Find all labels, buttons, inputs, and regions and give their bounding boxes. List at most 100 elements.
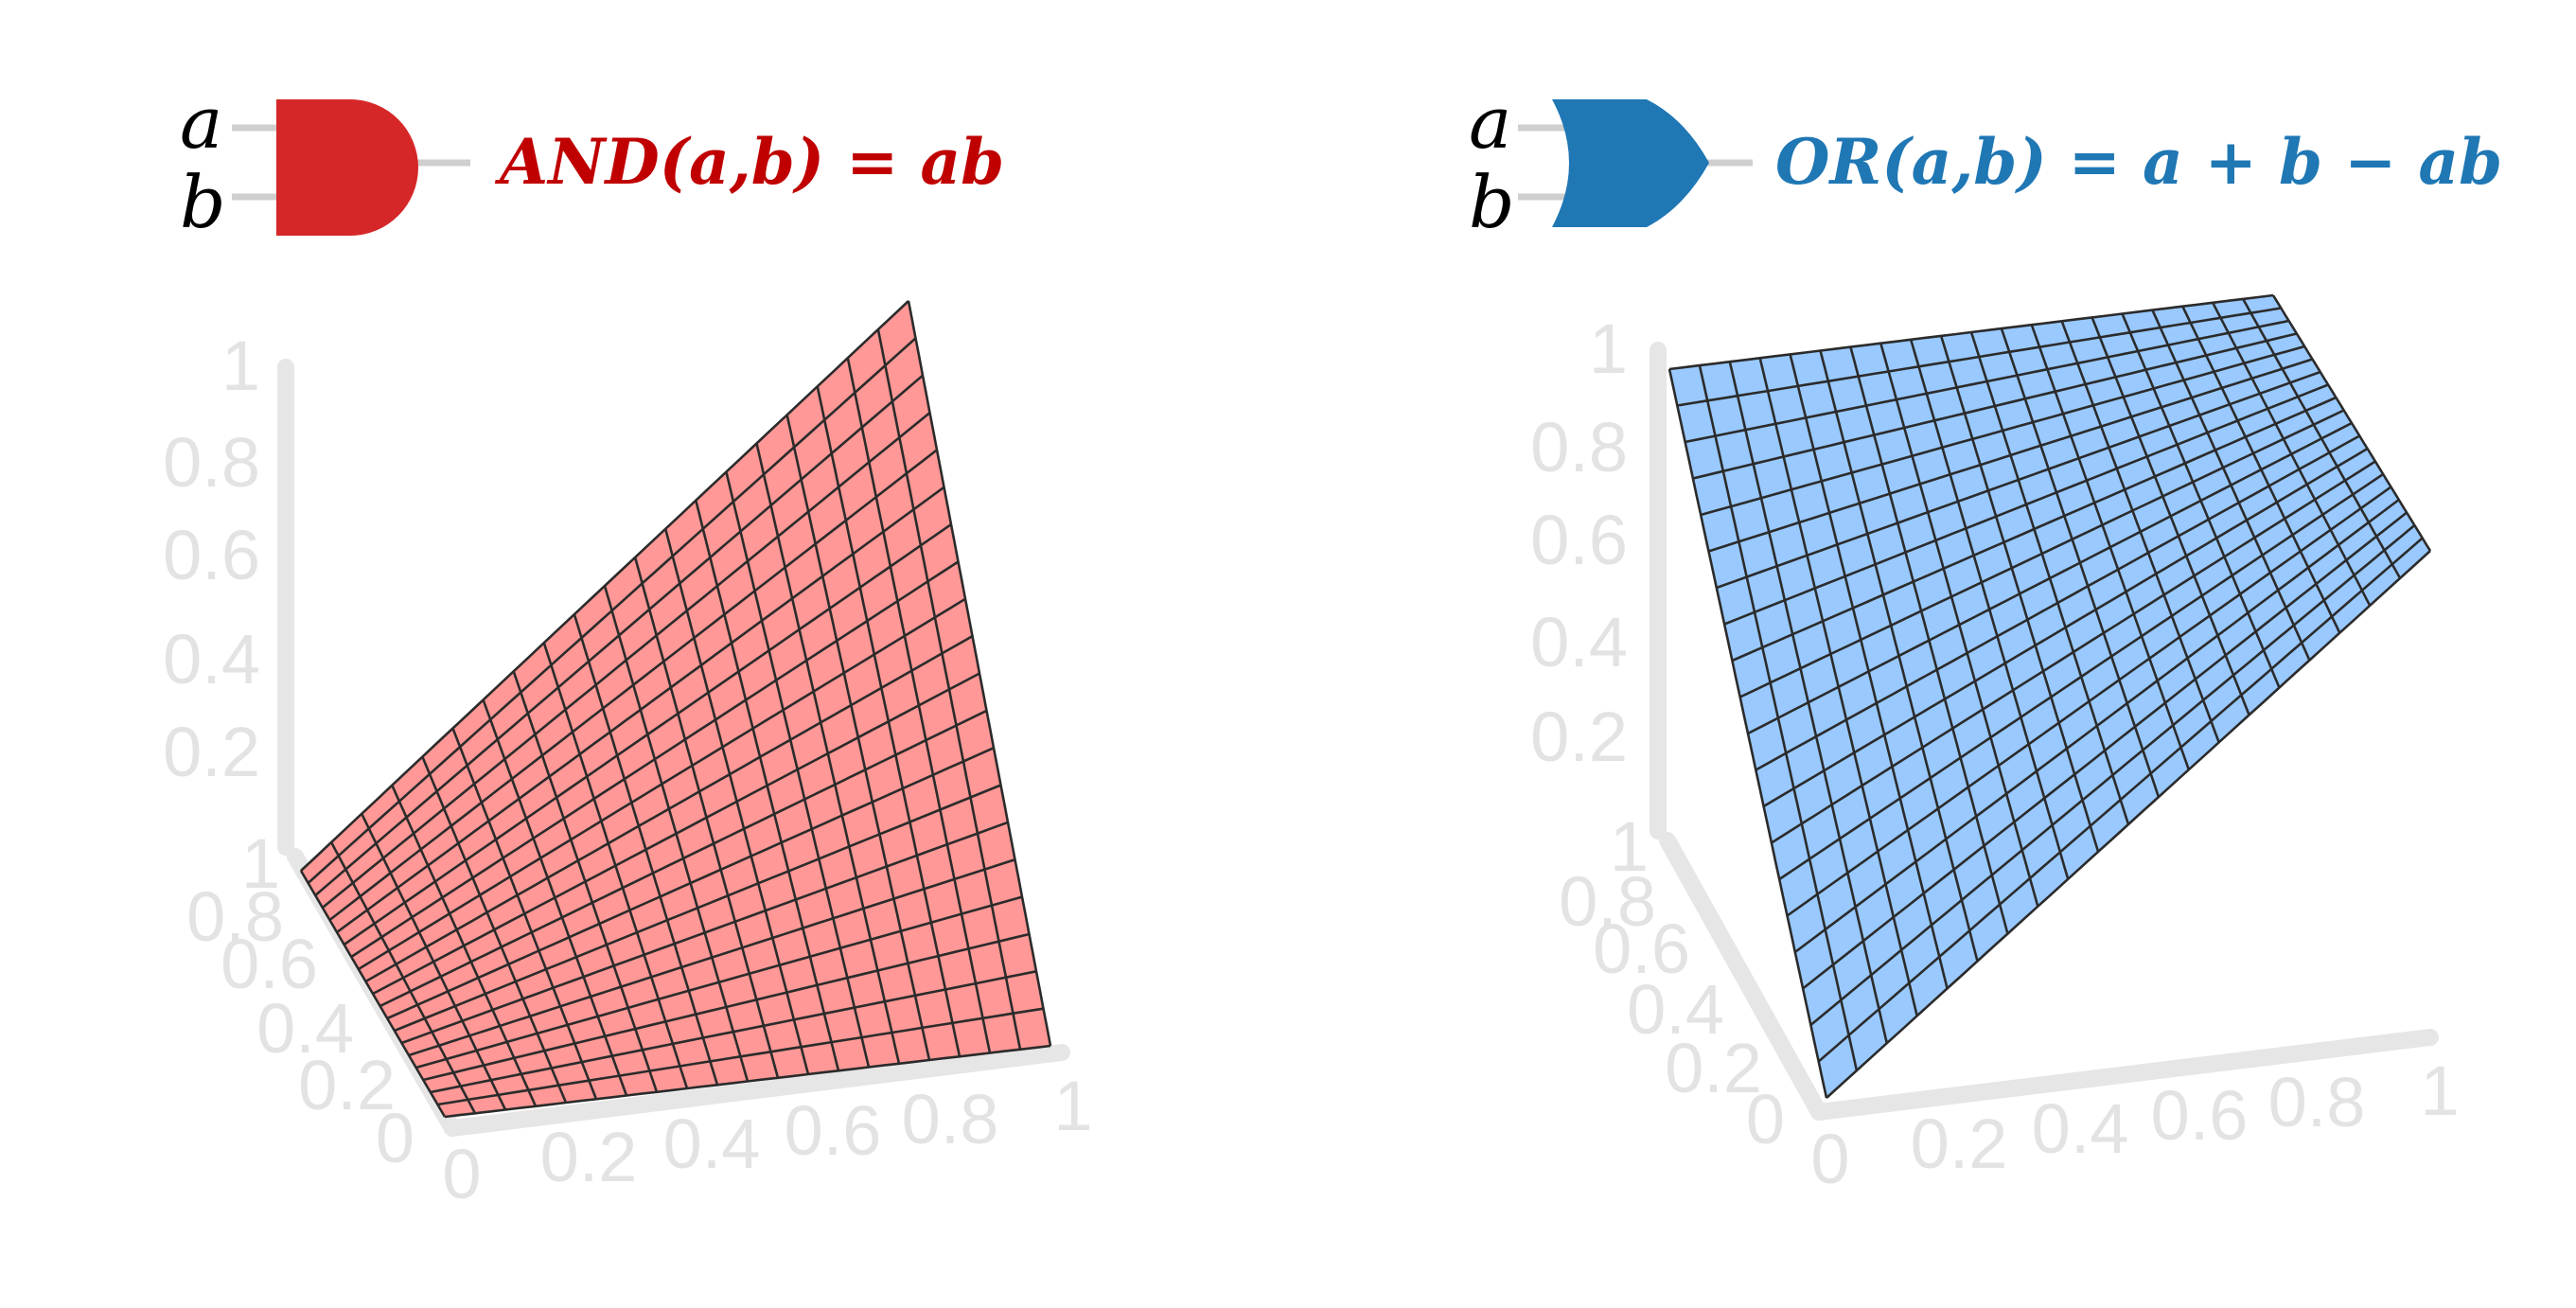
and-x-tick: 0.8 — [902, 1080, 999, 1158]
and-z-tick: 1 — [221, 327, 260, 405]
and-surface-gridline — [328, 449, 938, 922]
and-x-tick: 0.2 — [540, 1118, 638, 1196]
or-surface-gridline — [2241, 298, 2402, 579]
and-z-tick: 0.6 — [163, 516, 260, 594]
and-input-b-label: b — [180, 160, 226, 244]
or-surface-gridline — [2091, 316, 2250, 716]
and-surface-gridline — [816, 386, 962, 1057]
and-y-tick: 0.2 — [298, 1046, 396, 1124]
and-surface-gridline — [343, 523, 952, 946]
or-z-tick: 0.8 — [1530, 408, 1628, 486]
or-y-axis — [1659, 832, 1827, 1121]
and-x-axis — [444, 1044, 1070, 1137]
or-surface-gridline — [1692, 332, 2298, 480]
or-x-tick: 0.4 — [2032, 1089, 2129, 1168]
or-surface-gridline — [2271, 294, 2432, 552]
and-surface-gridline — [364, 634, 974, 983]
or-x-tick: 0.6 — [2151, 1076, 2249, 1155]
or-x-tick: 0.8 — [2268, 1063, 2366, 1141]
and-surface-gridline — [846, 357, 992, 1053]
or-panel: a b OR(a,b) = a + b − ab 1 0.8 0.6 0.4 0… — [1469, 80, 2502, 1198]
and-surface-gridline — [876, 328, 1022, 1051]
and-panel: a b AND(a,b) = ab 1 0.8 0.6 0.4 0.2 1 0.… — [163, 80, 1092, 1213]
or-surface-gridline — [1731, 396, 2337, 663]
or-surface-gridline — [2000, 327, 2161, 798]
and-surface-gridline — [336, 486, 945, 934]
or-z-tick: 0.6 — [1530, 501, 1628, 579]
or-y-tick: 0.4 — [1627, 970, 1724, 1049]
or-surface-gridline — [2181, 306, 2341, 634]
or-gate-icon — [1552, 99, 1709, 227]
and-surface-gridline — [663, 528, 810, 1075]
or-gate-header: a b OR(a,b) = a + b − ab — [1469, 80, 2502, 244]
and-surface-gridline — [755, 443, 901, 1065]
and-gate-header: a b AND(a,b) = ab — [180, 80, 1004, 244]
and-surface-gridline — [358, 597, 966, 971]
and-z-tick: 0.4 — [163, 620, 260, 698]
and-surface-gridline — [785, 415, 931, 1061]
or-surface-gridline — [1716, 370, 2321, 590]
or-surface-gridline — [1969, 331, 2130, 825]
and-x-ticks: 0 0.2 0.4 0.6 0.8 1 — [442, 1067, 1092, 1213]
and-surface-gridline — [725, 471, 871, 1068]
or-surface-gridline — [1723, 383, 2329, 626]
or-surface-gridline — [2151, 309, 2311, 662]
and-z-ticks: 1 0.8 0.6 0.4 0.2 — [163, 327, 260, 791]
or-z-tick: 0.4 — [1530, 603, 1628, 681]
and-input-a-label: a — [180, 80, 222, 165]
and-x-tick: 1 — [1053, 1067, 1092, 1145]
and-y-tick: 1 — [241, 824, 280, 903]
and-y-ticks: 1 0.8 0.6 0.4 0.2 0 — [186, 824, 415, 1177]
or-x-ticks: 0 0.2 0.4 0.6 0.8 1 — [1810, 1052, 2459, 1198]
and-surface-gridline — [300, 300, 909, 872]
or-surface-gridline — [2060, 320, 2220, 743]
or-z-tick: 0.2 — [1530, 698, 1628, 776]
or-x-tick: 0.2 — [1911, 1105, 2008, 1183]
and-surface-gridline — [603, 585, 750, 1082]
and-y-tick: 0.4 — [256, 989, 354, 1068]
or-y-tick: 0.6 — [1593, 910, 1690, 988]
or-y-tick: 0.2 — [1665, 1029, 1762, 1107]
or-axes — [1650, 342, 2439, 1121]
and-z-tick: 0.8 — [163, 423, 260, 502]
or-input-a-label: a — [1469, 80, 1511, 165]
and-formula: AND(a,b) = ab — [494, 125, 1004, 199]
and-surface — [299, 300, 1052, 1119]
or-y-ticks: 1 0.8 0.6 0.4 0.2 0 — [1559, 807, 1785, 1158]
or-y-tick: 1 — [1610, 807, 1649, 886]
and-gate-icon — [276, 99, 418, 236]
or-surface-gridline — [1668, 293, 2274, 371]
or-z-tick: 1 — [1589, 309, 1628, 388]
and-y-tick: 0.8 — [186, 877, 284, 956]
or-surface-gridline — [1739, 409, 2345, 698]
or-x-axis — [1810, 1029, 2439, 1121]
and-y-tick: 0.6 — [221, 925, 318, 1003]
and-y-tick: 0 — [376, 1099, 415, 1177]
and-x-tick: 0.4 — [663, 1105, 761, 1183]
and-surface-gridline — [307, 337, 917, 884]
or-x-tick: 1 — [2420, 1052, 2459, 1130]
and-x-tick: 0.6 — [785, 1091, 882, 1170]
and-x-tick: 0 — [442, 1135, 481, 1213]
or-surface-gridline — [2121, 312, 2281, 689]
and-surface-gridline — [350, 560, 960, 959]
or-input-b-label: b — [1469, 160, 1515, 244]
or-y-tick: 0.8 — [1559, 862, 1656, 941]
and-surface-gridline — [695, 500, 840, 1071]
and-surface-gridline — [314, 374, 924, 896]
or-formula: OR(a,b) = a + b − ab — [1775, 125, 2502, 199]
or-surface-gridline — [2212, 302, 2372, 607]
or-surface-gridline — [1685, 319, 2289, 444]
or-surface-gridline — [1700, 345, 2305, 517]
and-surface-gridline — [321, 412, 931, 910]
or-surface-gridline — [1708, 358, 2313, 553]
or-surface-gridline — [1677, 307, 2282, 407]
or-surface-gridline — [2030, 324, 2191, 770]
or-y-tick: 0 — [1746, 1080, 1785, 1158]
and-z-tick: 0.2 — [163, 713, 260, 791]
and-surface-gridline — [633, 557, 780, 1079]
or-x-tick: 0 — [1810, 1120, 1849, 1198]
or-z-ticks: 1 0.8 0.6 0.4 0.2 — [1530, 309, 1628, 776]
or-surface — [1667, 293, 2432, 1099]
